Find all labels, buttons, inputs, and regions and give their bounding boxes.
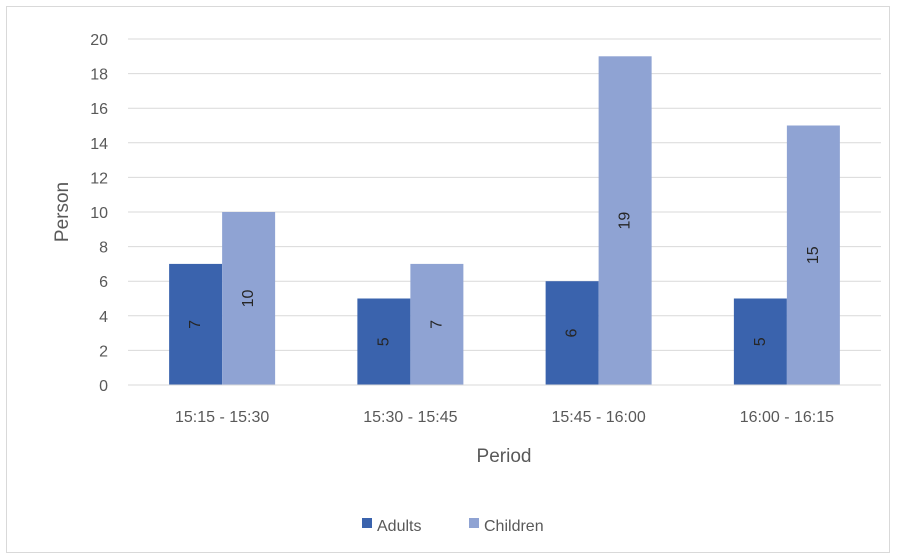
y-tick-label: 8 [99,240,108,257]
bars [169,56,840,386]
y-axis-title: Person [52,182,73,242]
x-tick-label: 15:45 - 16:00 [551,409,645,426]
data-label-children-2: 19 [617,212,634,230]
data-label-adults-0: 7 [187,320,204,329]
y-tick-label: 0 [99,378,108,395]
data-labels: 7 10 5 7 6 19 5 15 [187,212,822,347]
data-label-children-0: 10 [240,290,257,308]
x-axis-title: Period [477,446,532,467]
y-tick-label: 12 [90,170,108,187]
y-tick-label: 2 [99,343,108,360]
data-label-adults-3: 5 [752,337,769,346]
y-tick-label: 6 [99,274,108,291]
bar-children-1 [410,263,464,385]
legend-swatch-adults [362,518,372,528]
x-axis-ticks: 15:15 - 15:30 15:30 - 15:45 15:45 - 16:00 1… [175,409,834,426]
data-label-children-3: 15 [805,246,822,264]
y-tick-label: 4 [99,309,108,326]
legend-swatch-children [469,518,479,528]
bar-children-0 [222,212,276,385]
legend: Adults Children [362,518,544,535]
legend-label-adults: Adults [377,518,421,535]
data-label-adults-2: 6 [564,329,581,338]
x-tick-label: 15:30 - 15:45 [363,409,457,426]
x-tick-label: 15:15 - 15:30 [175,409,269,426]
bar-children-2 [598,56,652,386]
x-tick-label: 16:00 - 16:15 [740,409,834,426]
data-label-children-1: 7 [428,320,445,329]
y-tick-label: 20 [90,32,108,49]
bar-adults-2 [545,281,599,385]
y-tick-label: 18 [90,67,108,84]
bar-children-3 [786,125,840,385]
y-tick-label: 14 [90,136,108,153]
data-label-adults-1: 5 [375,337,392,346]
y-axis-ticks: 0 2 4 6 8 10 12 14 16 18 20 [90,32,108,395]
bar-adults-3 [733,298,787,385]
bar-adults-1 [357,298,411,385]
y-tick-label: 10 [90,205,108,222]
y-tick-label: 16 [90,101,108,118]
bar-adults-0 [169,263,223,385]
legend-label-children: Children [484,518,544,535]
